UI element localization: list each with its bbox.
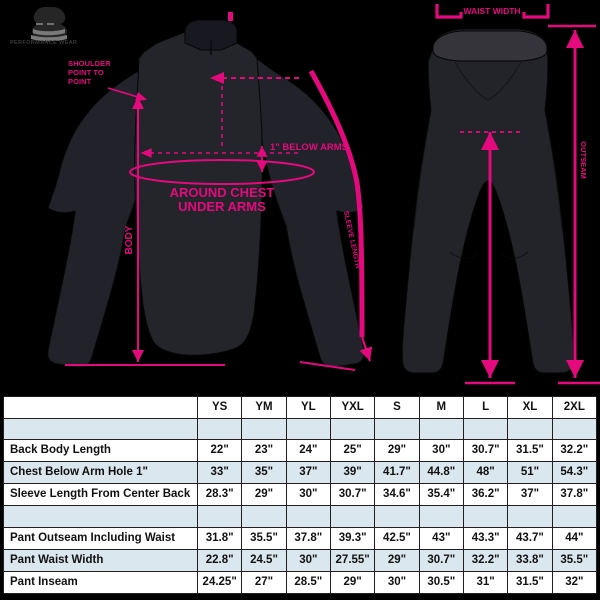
svg-text:BODY: BODY <box>124 225 135 254</box>
svg-text:WAIST WIDTH: WAIST WIDTH <box>463 6 520 16</box>
svg-text:AROUND CHEST: AROUND CHEST <box>170 185 275 200</box>
svg-text:POINT: POINT <box>68 77 92 86</box>
svg-text:SHOULDER: SHOULDER <box>68 59 111 68</box>
svg-text:POINT TO: POINT TO <box>68 68 104 77</box>
svg-text:1" BELOW ARMS: 1" BELOW ARMS <box>270 142 348 153</box>
svg-text:UNDER ARMS: UNDER ARMS <box>178 199 266 214</box>
svg-text:OUTSEAM: OUTSEAM <box>579 141 588 179</box>
